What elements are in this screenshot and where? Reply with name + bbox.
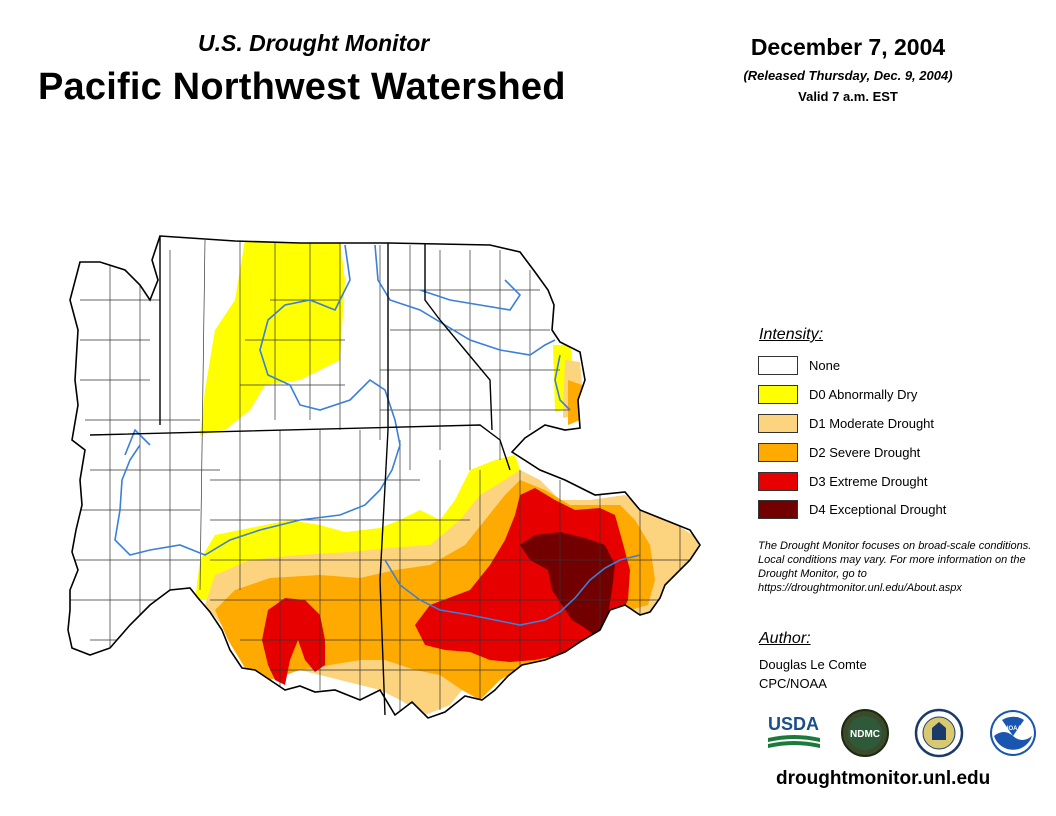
legend-swatch [758,472,798,491]
legend-label: D2 Severe Drought [809,445,921,460]
map-subtitle: U.S. Drought Monitor [198,30,430,56]
svg-text:NOAA: NOAA [1004,726,1022,732]
svg-text:NDMC: NDMC [850,729,880,740]
author-org: CPC/NOAA [759,676,827,691]
release-date: (Released Thursday, Dec. 9, 2004) [743,68,953,83]
valid-time: Valid 7 a.m. EST [798,89,898,104]
legend-swatch [758,500,798,519]
county-lines [70,239,700,715]
map-title: Pacific Northwest Watershed [38,66,566,108]
legend-swatch [758,356,798,375]
svg-text:USDA: USDA [768,714,819,734]
legend-title: Intensity: [759,326,824,343]
noaa-logo: NOAA [990,710,1036,756]
legend-swatch [758,443,798,462]
legend-swatch [758,414,798,433]
rivers [114,244,641,626]
website-url[interactable]: droughtmonitor.unl.edu [776,768,991,789]
legend-swatch [758,385,798,404]
legend-label: D0 Abnormally Dry [809,387,918,402]
state-lines [89,236,511,716]
drought-map [67,235,701,719]
map-date: December 7, 2004 [750,34,946,60]
legend-label: D3 Extreme Drought [809,474,928,489]
usda-logo: USDA [768,714,820,748]
legend-label: D4 Exceptional Drought [809,502,947,517]
d3-area-west [262,598,325,685]
author-name: Douglas Le Comte [759,657,867,672]
legend-label: None [809,358,841,373]
disclaimer-note: The Drought Monitor focuses on broad-sca… [758,540,1032,594]
legend-label: D1 Moderate Drought [809,416,935,431]
drought-areas [195,240,700,715]
ndmc-logo: NDMC [841,709,889,757]
doc-seal-logo [914,708,964,758]
d0-area-north [200,240,345,435]
d4-area [520,532,615,638]
author-heading: Author: [759,630,811,647]
